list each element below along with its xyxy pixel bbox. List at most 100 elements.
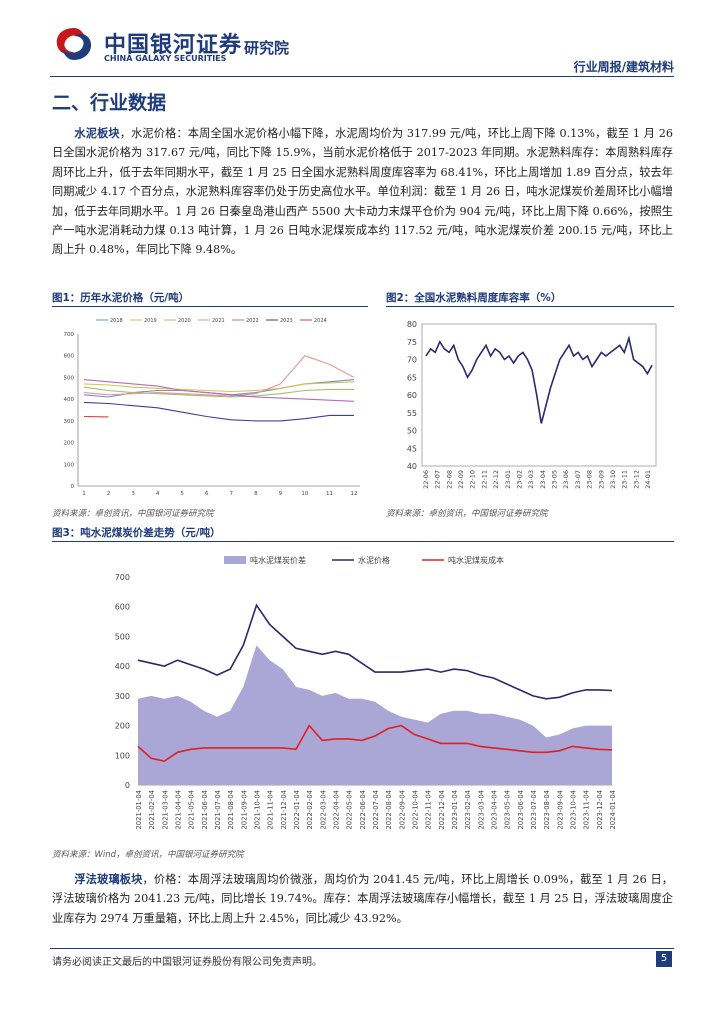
fig1-series-line [83,386,354,398]
fig2-x-tick: 23-09 [597,470,605,489]
cement-label: 水泥板块 [74,127,120,140]
fig3-x-tick: 2023-10-04 [570,790,578,830]
fig1-x-tick: 1 [82,491,86,497]
fig2-x-tick: 23-03 [527,470,535,489]
fig3-x-tick: 2021-04-04 [175,790,183,830]
fig3-x-tick: 2023-07-04 [530,790,538,830]
fig2-x-tick: 23-11 [621,470,629,489]
fig1-x-tick: 4 [156,491,160,497]
fig1-series-line [83,401,354,422]
fig2-y-tick: 40 [407,462,417,471]
fig3-x-tick: 2021-03-04 [161,790,169,830]
fig1-x-tick: 7 [230,491,234,497]
fig2-x-tick: 23-06 [562,470,570,489]
fig3-x-tick: 2022-08-04 [385,790,393,830]
fig1-x-tick: 11 [326,491,333,497]
fig2-x-tick: 22-10 [469,470,477,489]
fig3-x-tick: 2022-01-04 [293,790,301,830]
fig3-x-tick: 2022-10-04 [412,790,420,830]
fig2-y-tick: 60 [407,391,417,400]
fig2-x-tick: 23-08 [586,470,594,489]
cement-text: ，水泥价格：本周全国水泥价格小幅下降，水泥周均价为 317.99 元/吨，环比上… [52,127,673,257]
fig1-series-line [83,381,355,393]
fig3-x-tick: 2023-05-04 [504,790,512,830]
fig3-x-tick: 2022-03-04 [319,790,327,830]
fig3-y-tick: 500 [115,632,130,641]
fig1-series-line [83,379,355,402]
fig1-y-tick: 500 [64,375,75,381]
fig1-y-tick: 400 [64,397,75,403]
section-title: 二、行业数据 [52,92,167,114]
fig3-y-tick: 700 [115,573,130,582]
fig1-legend-label: 2018 [110,318,123,324]
page-number: 5 [656,951,672,967]
fig3-x-tick: 2021-09-04 [240,790,248,830]
glass-paragraph: 浮法玻璃板块，价格：本周浮法玻璃周均价微涨，周均价为 2041.45 元/吨，环… [52,870,673,928]
fig3-x-tick: 2022-12-04 [438,790,446,830]
fig3-legend-label: 水泥价格 [358,555,390,565]
fig1-x-tick: 3 [131,491,135,497]
header-divider [50,76,674,77]
fig1-y-tick: 200 [64,441,75,447]
fig3-spread-area [138,645,612,785]
fig1-x-tick: 5 [180,491,184,497]
fig3-x-tick: 2024-01-04 [609,790,617,830]
figure2-source: 资料来源：卓创资讯，中国银河证券研究院 [386,509,548,519]
fig3-x-tick: 2021-06-04 [201,790,209,830]
fig1-legend-label: 2021 [212,318,225,324]
fig3-x-tick: 2023-02-04 [464,790,472,830]
logo-cn: 中国银河证券 [104,33,243,58]
report-type: 行业周报/建筑材料 [573,60,674,74]
fig3-legend-swatch [224,556,246,564]
fig2-x-tick: 22-06 [422,470,430,489]
glass-label: 浮法玻璃板块 [74,873,143,886]
fig2-x-tick: 22-12 [492,470,500,489]
glass-text: ，价格：本周浮法玻璃周均价微涨，周均价为 2041.45 元/吨，环比上周增长 … [52,873,673,925]
fig3-x-tick: 2023-06-04 [517,790,525,830]
fig1-y-tick: 300 [64,419,75,425]
footer-disclaimer: 请务必阅读正文最后的中国银河证券股份有限公司免责声明。 [52,957,322,968]
fig3-y-tick: 400 [115,662,130,671]
figure3-chart: 0 100 200 300 400 500 600 700 吨水泥煤炭价差 水泥价格 吨水泥煤炭成本… [115,555,617,830]
fig1-legend-label: 2019 [144,318,157,324]
fig3-x-tick: 2021-02-04 [148,790,156,830]
fig3-cement-price-line [137,603,613,700]
fig3-y-tick: 0 [125,781,130,790]
fig2-x-tick: 23-07 [574,470,582,489]
institute-label: 研究院 [244,39,290,57]
fig3-y-tick: 200 [115,722,130,731]
fig1-legend-label: 2020 [178,318,191,324]
figure2-title: 图2：全国水泥熟料周度库容率（%） [386,292,562,304]
fig1-x-tick: 8 [254,491,258,497]
fig3-y-tick: 600 [115,603,130,612]
fig1-y-tick: 700 [64,332,75,338]
fig2-y-tick: 65 [407,373,417,382]
fig3-x-tick: 2023-09-04 [556,790,564,830]
footer-divider [50,948,674,949]
fig3-x-tick: 2022-04-04 [333,790,341,830]
fig3-legend-label: 吨水泥煤炭价差 [250,555,306,565]
figure1-source: 资料来源：卓创资讯，中国银河证券研究院 [52,509,214,519]
fig2-y-tick: 70 [407,356,417,365]
fig1-x-tick: 2 [107,491,111,497]
fig3-x-tick: 2021-05-04 [188,790,196,830]
fig3-y-tick: 100 [115,751,130,760]
fig3-x-tick: 2022-06-04 [359,790,367,830]
fig1-x-tick: 10 [301,491,308,497]
figure2-rule [386,306,674,307]
fig3-x-tick: 2023-01-04 [451,790,459,830]
fig1-y-tick: 100 [64,462,75,468]
fig3-x-tick: 2021-10-04 [254,790,262,830]
fig2-x-tick: 23-10 [609,470,617,489]
fig2-series-line [425,335,653,424]
fig3-x-tick: 2023-04-04 [491,790,499,830]
fig1-y-tick: 600 [64,354,75,360]
cement-paragraph: 水泥板块，水泥价格：本周全国水泥价格小幅下降，水泥周均价为 317.99 元/吨… [52,124,673,260]
figure2-chart: 40 45 50 55 60 65 70 75 80 22-06 22-07 22-08 22-09 22… [407,320,657,489]
fig2-y-tick: 55 [407,409,417,418]
fig1-x-tick: 9 [279,491,283,497]
fig3-y-tick: 300 [115,692,130,701]
fig2-y-tick: 75 [407,338,417,347]
fig1-series-line [83,355,355,397]
fig3-legend-label: 吨水泥煤炭成本 [448,555,504,565]
